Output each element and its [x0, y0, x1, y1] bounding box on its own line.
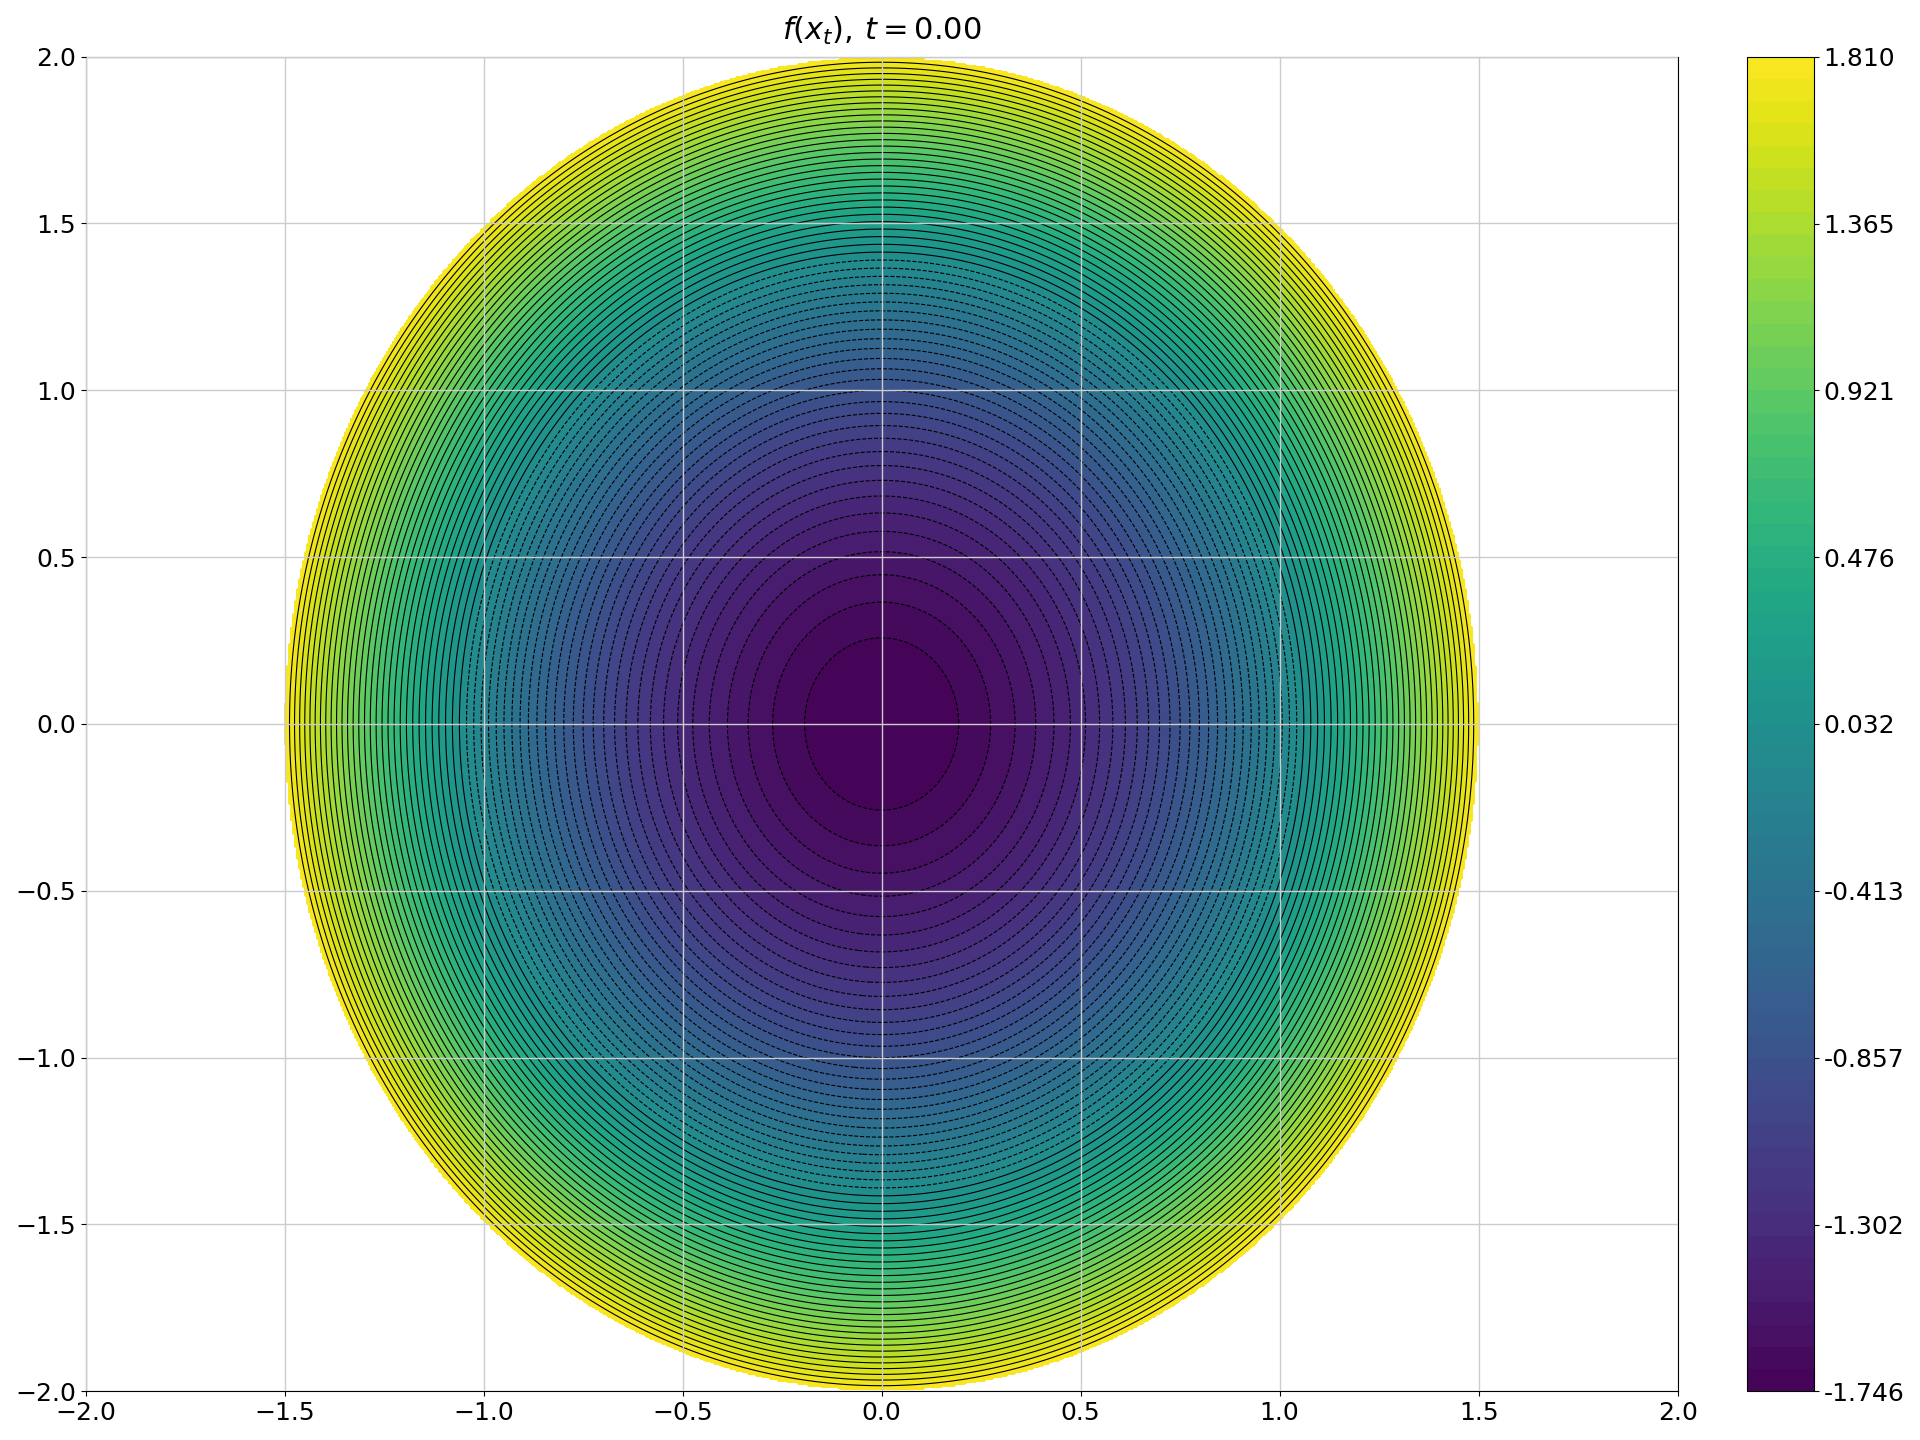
Title: $f(x_t),\, t = 0.00$: $f(x_t),\, t = 0.00$ — [781, 14, 981, 48]
